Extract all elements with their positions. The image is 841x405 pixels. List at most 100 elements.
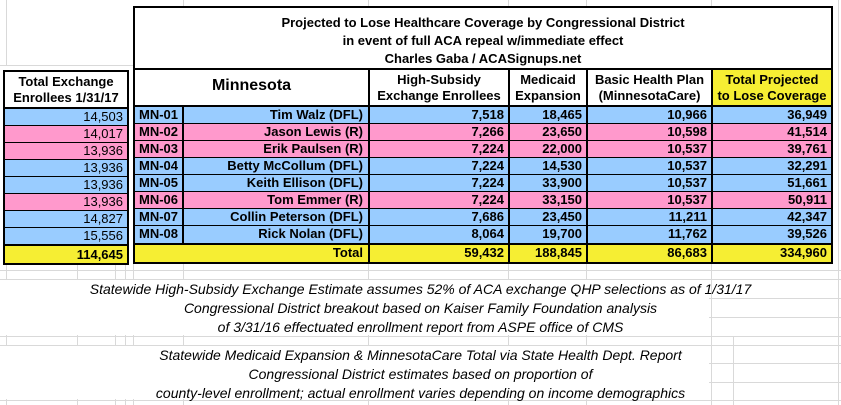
table-row: MN-05 Keith Ellison (DFL) 7,224 33,900 10,53… [135, 175, 831, 192]
table-title: Projected to Lose Healthcare Coverage by… [135, 8, 831, 70]
footnote-2-line-3: county-level enrollment; actual enrollme… [155, 385, 686, 401]
gridline [0, 336, 841, 337]
district-cell: MN-04 [135, 158, 184, 174]
high-subsidy-cell: 7,686 [370, 209, 510, 225]
gridline [709, 363, 841, 364]
footnote-1-line-1: Statewide High-Subsidy Exchange Estimate… [89, 281, 752, 297]
col-header-high-subsidy: High-Subsidy Exchange Enrollees [370, 70, 510, 105]
medicaid-cell: 19,700 [510, 226, 588, 243]
medicaid-cell: 22,000 [510, 141, 588, 157]
exchange-total-cell: 14,017 [5, 126, 127, 143]
total-projected-cell: 39,526 [787, 226, 827, 241]
exchange-total-cell: 13,936 [5, 194, 127, 211]
district-cell: MN-08 [135, 226, 184, 243]
high-subsidy-cell: 7,518 [370, 107, 510, 123]
col-header-bhp-line1: Basic Health Plan [594, 72, 705, 87]
rep-name-cell: Tim Walz (DFL) [184, 107, 370, 123]
table-row: MN-02 Jason Lewis (R) 7,266 23,650 10,598 41,… [135, 124, 831, 141]
footnote-2-line-1: Statewide Medicaid Expansion & Minnesota… [159, 347, 682, 363]
total-projected-cell: 50,911 [787, 192, 827, 207]
medicaid-cell: 33,150 [510, 192, 588, 208]
gridline [586, 0, 587, 6]
col-header-medicaid-line1: Medicaid [520, 72, 576, 87]
table-row: MN-04 Betty McCollum (DFL) 7,224 14,530 10,5… [135, 158, 831, 175]
bhp-cell: 11,211 [588, 209, 713, 225]
rep-name-cell: Betty McCollum (DFL) [184, 158, 370, 174]
note-cell-bg-1 [6, 280, 709, 335]
gridline [0, 65, 133, 66]
high-subsidy-cell: 7,224 [370, 192, 510, 208]
district-cell: MN-02 [135, 124, 184, 140]
gridline [711, 262, 712, 405]
col-header-medicaid: Medicaid Expansion [510, 70, 588, 105]
medicaid-cell: 23,450 [510, 209, 588, 225]
bhp-cell: 10,537 [588, 192, 713, 208]
high-subsidy-cell: 7,224 [370, 158, 510, 174]
rep-name-cell: Jason Lewis (R) [184, 124, 370, 140]
state-header: Minnesota [135, 70, 370, 105]
gridline [6, 0, 7, 65]
footnote-block-2: Statewide Medicaid Expansion & Minnesota… [0, 346, 841, 403]
high-subsidy-cell: 7,224 [370, 175, 510, 191]
exchange-total-cell: 13,936 [5, 160, 127, 177]
exchange-total-cell: 14,503 [5, 109, 127, 126]
gridline [838, 0, 839, 405]
title-line-2: in event of full ACA repeal w/immediate … [342, 33, 624, 48]
gridline [711, 0, 712, 6]
col-header-bhp: Basic Health Plan (MinnesotaCare) [588, 70, 713, 105]
footnote-block-1: Statewide High-Subsidy Exchange Estimate… [0, 280, 841, 337]
high-subsidy-cell: 7,266 [370, 124, 510, 140]
gridline [0, 270, 841, 271]
total-projected-cell: 42,347 [787, 209, 827, 224]
gridline [0, 345, 841, 346]
medicaid-cell: 23,650 [510, 124, 588, 140]
gridline [733, 336, 734, 405]
title-line-3: Charles Gaba / ACASignups.net [384, 51, 582, 66]
total-exchange-header-line2: Enrollees 1/31/17 [13, 90, 119, 105]
rep-name-cell: Keith Ellison (DFL) [184, 175, 370, 191]
total-projected-cell: 41,514 [787, 124, 827, 139]
rep-name-cell: Collin Peterson (DFL) [184, 209, 370, 225]
district-cell: MN-01 [135, 107, 184, 123]
table-rows: MN-01 Tim Walz (DFL) 7,518 18,465 10,966 36,9… [135, 107, 831, 243]
gridline [709, 382, 841, 383]
rep-name-cell: Rick Nolan (DFL) [184, 226, 370, 243]
bhp-cell: 10,537 [588, 141, 713, 157]
total-row: Total 59,432 188,845 86,683 334,960 [135, 243, 831, 262]
district-cell: MN-05 [135, 175, 184, 191]
total-projected-cell: 51,661 [787, 175, 827, 190]
exchange-total-cell: 14,827 [5, 211, 127, 228]
total-exchange-grand-total: 114,645 [5, 245, 127, 263]
medicaid-cell: 18,465 [510, 107, 588, 123]
bhp-cell: 10,598 [588, 124, 713, 140]
exchange-total-cell: 15,556 [5, 228, 127, 245]
total-projected: 334,960 [780, 245, 827, 260]
gridline [0, 400, 841, 401]
total-projected-cell: 32,291 [787, 158, 827, 173]
total-projected-cell: 39,761 [787, 141, 827, 156]
table-row: MN-06 Tom Emmer (R) 7,224 33,150 10,537 50,91… [135, 192, 831, 209]
table-row: MN-08 Rick Nolan (DFL) 8,064 19,700 11,762 39… [135, 226, 831, 243]
exchange-total-cell: 13,936 [5, 143, 127, 160]
total-row-label: Total [135, 245, 370, 262]
exchange-total-cell: 13,936 [5, 177, 127, 194]
bhp-cell: 10,537 [588, 158, 713, 174]
table-row: MN-01 Tim Walz (DFL) 7,518 18,465 10,966 36,9… [135, 107, 831, 124]
total-medicaid: 188,845 [510, 245, 588, 262]
gridline [183, 0, 184, 6]
rep-name-cell: Tom Emmer (R) [184, 192, 370, 208]
gridline [709, 298, 841, 299]
district-cell: MN-07 [135, 209, 184, 225]
table-row: MN-07 Collin Peterson (DFL) 7,686 23,450 11,… [135, 209, 831, 226]
col-header-total-line2: to Lose Coverage [717, 88, 827, 103]
total-high-subsidy: 59,432 [370, 245, 510, 262]
total-exchange-header: Total Exchange Enrollees 1/31/17 [5, 72, 127, 109]
col-header-total-projected: Total Projected to Lose Coverage [713, 70, 831, 105]
footnote-1-line-2: Congressional District breakout based on… [183, 300, 658, 316]
left-rows: 14,503 14,017 13,936 13,936 13,936 13,936 14,8… [5, 109, 127, 245]
total-bhp: 86,683 [588, 245, 713, 262]
total-exchange-block: Total Exchange Enrollees 1/31/17 14,503 1… [3, 70, 129, 265]
col-header-total-line1: Total Projected [725, 72, 819, 87]
col-header-medicaid-line2: Expansion [515, 88, 581, 103]
